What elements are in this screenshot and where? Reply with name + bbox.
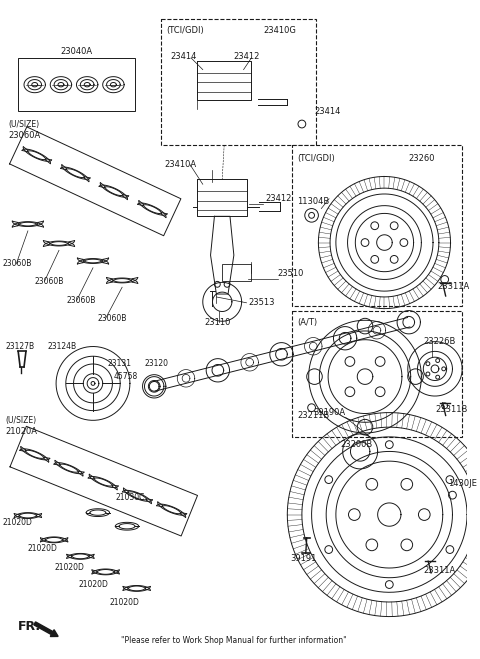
Text: 23060B: 23060B xyxy=(67,297,96,305)
Text: 23226B: 23226B xyxy=(423,337,456,346)
Text: 23414: 23414 xyxy=(171,51,197,61)
Text: 39190A: 39190A xyxy=(313,408,346,417)
Text: 23060A: 23060A xyxy=(9,131,41,140)
Text: 23060B: 23060B xyxy=(98,314,127,323)
Text: 23513: 23513 xyxy=(249,299,275,307)
Text: 39191: 39191 xyxy=(290,554,317,563)
Text: 21020D: 21020D xyxy=(78,580,108,589)
Text: 21020A: 21020A xyxy=(6,428,37,436)
Text: (TCI/GDI): (TCI/GDI) xyxy=(166,26,204,35)
Text: (U/SIZE): (U/SIZE) xyxy=(9,119,39,129)
Text: (TCI/GDI): (TCI/GDI) xyxy=(297,154,335,163)
Text: 23211B: 23211B xyxy=(297,411,329,420)
Text: 21020D: 21020D xyxy=(109,598,139,606)
Text: 23131: 23131 xyxy=(108,358,132,368)
Text: 11304B: 11304B xyxy=(297,197,329,206)
Text: 23311A: 23311A xyxy=(423,567,456,575)
Bar xyxy=(292,310,462,437)
Text: 23311B: 23311B xyxy=(435,405,468,414)
Text: 23127B: 23127B xyxy=(6,342,35,351)
Text: 23260: 23260 xyxy=(409,154,435,163)
Text: 23412: 23412 xyxy=(265,194,291,204)
Text: (U/SIZE): (U/SIZE) xyxy=(6,416,36,425)
Bar xyxy=(292,146,462,306)
Text: FR.: FR. xyxy=(18,620,41,633)
Text: 23412: 23412 xyxy=(234,51,260,61)
Text: 21020D: 21020D xyxy=(54,563,84,571)
Text: 1430JE: 1430JE xyxy=(447,479,477,488)
Bar xyxy=(161,19,316,146)
Text: 23410A: 23410A xyxy=(164,160,196,169)
Text: 23060B: 23060B xyxy=(2,260,32,268)
Text: 23110: 23110 xyxy=(204,318,231,327)
Text: 23200B: 23200B xyxy=(341,440,373,449)
Bar xyxy=(18,58,135,111)
Bar xyxy=(222,264,252,281)
Text: 23311A: 23311A xyxy=(438,282,470,291)
Text: 21020D: 21020D xyxy=(28,544,58,553)
Text: 45758: 45758 xyxy=(113,372,138,381)
Text: 23040A: 23040A xyxy=(60,47,93,55)
Text: 23120: 23120 xyxy=(144,358,168,368)
FancyArrow shape xyxy=(34,622,58,637)
Text: 23410G: 23410G xyxy=(263,26,296,35)
Text: 23060B: 23060B xyxy=(35,277,64,286)
Text: 23124B: 23124B xyxy=(48,342,76,351)
Text: "Please refer to Work Shop Manual for further information": "Please refer to Work Shop Manual for fu… xyxy=(121,637,347,645)
Text: 23510: 23510 xyxy=(277,269,304,278)
Text: 23414: 23414 xyxy=(314,107,341,116)
Text: 21020D: 21020D xyxy=(2,518,33,527)
Text: 21030C: 21030C xyxy=(115,492,144,501)
Text: (A/T): (A/T) xyxy=(297,318,317,327)
